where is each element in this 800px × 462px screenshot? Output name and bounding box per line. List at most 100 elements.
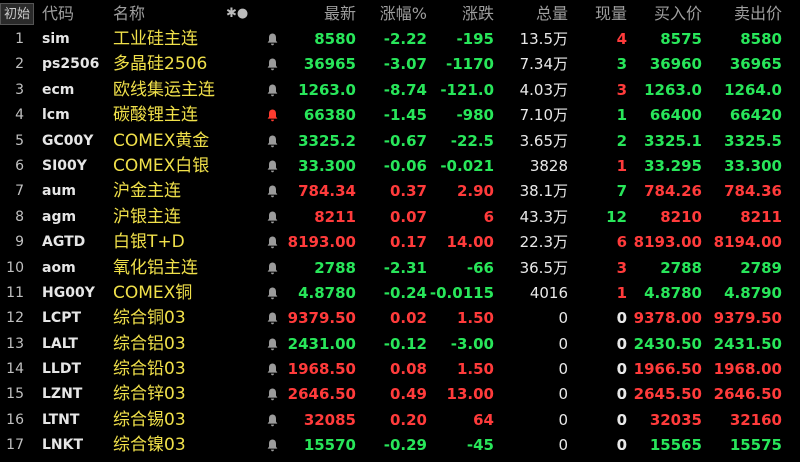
bell-icon[interactable] <box>264 154 280 179</box>
bell-icon[interactable] <box>264 103 280 128</box>
row-code: agm <box>42 208 77 225</box>
row-chg-pct: -2.22 <box>383 30 427 48</box>
row-ask: 784.36 <box>724 182 782 201</box>
row-bid: 15565 <box>649 436 702 455</box>
row-chg: -66 <box>466 258 494 277</box>
row-ask: 1968.00 <box>713 360 782 379</box>
row-name: COMEX铜 <box>113 282 193 303</box>
table-row[interactable]: 14 LLDT 综合铅03 1968.50 0.08 1.50 0 0 1966.50 1968.… <box>0 357 800 382</box>
quote-table: 1 sim 工业硅主连 8580 -2.22 -195 13.5万 4 8575 8580 2 ps2… <box>0 27 800 459</box>
table-row[interactable]: 10 aom 氧化铝主连 2788 -2.31 -66 36.5万 3 2788 2789 <box>0 256 800 281</box>
table-row[interactable]: 9 AGTD 白银T+D 8193.00 0.17 14.00 22.3万 6 8193.00 8… <box>0 230 800 255</box>
bell-icon[interactable] <box>264 129 280 154</box>
row-code: aum <box>42 183 77 200</box>
row-ask: 2789 <box>740 258 782 277</box>
row-index: 7 <box>15 183 24 200</box>
scrollbar[interactable] <box>786 27 800 462</box>
row-latest: 1968.50 <box>287 360 356 379</box>
bell-icon[interactable] <box>264 332 280 357</box>
bell-icon[interactable] <box>264 179 280 204</box>
bell-icon[interactable] <box>264 52 280 77</box>
bell-icon[interactable] <box>264 382 280 407</box>
row-bid: 2430.50 <box>633 334 702 353</box>
table-row[interactable]: 8 agm 沪银主连 8211 0.07 6 43.3万 12 8210 8211 <box>0 205 800 230</box>
row-code: AGTD <box>42 234 86 251</box>
table-row[interactable]: 13 LALT 综合铝03 2431.00 -0.12 -3.00 0 0 2430.50 243… <box>0 332 800 357</box>
row-volume: 0 <box>558 436 568 455</box>
row-chg: -22.5 <box>450 131 494 150</box>
row-chg: -3.00 <box>450 334 494 353</box>
table-row[interactable]: 3 ecm 欧线集运主连 1263.0 -8.74 -121.0 4.03万 3 1263.0 1… <box>0 78 800 103</box>
row-latest: 2788 <box>314 258 356 277</box>
settings-icon[interactable]: ✱● <box>226 6 249 21</box>
row-chg: -0.0115 <box>429 283 494 302</box>
row-now-volume: 3 <box>616 55 627 74</box>
row-ask: 4.8790 <box>724 283 782 302</box>
table-row[interactable]: 4 lcm 碳酸锂主连 66380 -1.45 -980 7.10万 1 66400 66420 <box>0 103 800 128</box>
row-bid: 33.295 <box>644 156 702 175</box>
row-chg-pct: -8.74 <box>383 80 427 99</box>
header-code[interactable]: 代码 <box>42 4 75 23</box>
row-chg-pct: 0.02 <box>389 309 427 328</box>
table-row[interactable]: 11 HG00Y COMEX铜 4.8780 -0.24 -0.0115 4016 1 4.87… <box>0 281 800 306</box>
header-latest[interactable]: 最新 <box>323 4 356 23</box>
header-chg[interactable]: 涨跌 <box>461 4 494 23</box>
bell-icon[interactable] <box>264 357 280 382</box>
bell-icon[interactable] <box>264 408 280 433</box>
table-row[interactable]: 15 LZNT 综合锌03 2646.50 0.49 13.00 0 0 2645.50 2646… <box>0 382 800 407</box>
header-volume[interactable]: 总量 <box>535 4 568 23</box>
bell-icon[interactable] <box>264 78 280 103</box>
row-ask: 2646.50 <box>713 385 782 404</box>
bell-icon[interactable] <box>264 256 280 281</box>
table-row[interactable]: 17 LNKT 综合镍03 15570 -0.29 -45 0 0 15565 15575 <box>0 433 800 458</box>
table-row[interactable]: 1 sim 工业硅主连 8580 -2.22 -195 13.5万 4 8575 8580 <box>0 27 800 52</box>
row-latest: 784.34 <box>298 182 356 201</box>
row-bid: 4.8780 <box>644 283 702 302</box>
row-code: GC00Y <box>42 132 94 149</box>
row-name: COMEX白银 <box>113 155 210 176</box>
header-name[interactable]: 名称 <box>113 4 146 23</box>
row-chg-pct: -0.12 <box>383 334 427 353</box>
bell-icon[interactable] <box>264 433 280 458</box>
row-volume: 22.3万 <box>519 233 568 252</box>
row-bid: 784.26 <box>644 182 702 201</box>
row-ask: 32160 <box>729 410 782 429</box>
bell-icon[interactable] <box>264 281 280 306</box>
header-now-volume[interactable]: 现量 <box>594 4 627 23</box>
header-ask[interactable]: 卖出价 <box>733 4 782 23</box>
row-ask: 66420 <box>729 106 782 125</box>
row-volume: 0 <box>558 360 568 379</box>
table-row[interactable]: 7 aum 沪金主连 784.34 0.37 2.90 38.1万 7 784.26 784.36 <box>0 179 800 204</box>
bell-icon[interactable] <box>264 230 280 255</box>
table-row[interactable]: 6 SI00Y COMEX白银 33.300 -0.06 -0.021 3828 1 33.29… <box>0 154 800 179</box>
row-chg: -980 <box>456 106 494 125</box>
table-row[interactable]: 16 LTNT 综合锡03 32085 0.20 64 0 0 32035 32160 <box>0 408 800 433</box>
bell-icon[interactable] <box>264 205 280 230</box>
row-name: 工业硅主连 <box>113 29 198 49</box>
row-code: LLDT <box>42 361 82 378</box>
row-now-volume: 0 <box>616 385 627 404</box>
reset-button[interactable]: 初始 <box>0 3 34 25</box>
table-row[interactable]: 2 ps2506 多晶硅2506 36965 -3.07 -1170 7.34万 3 36960… <box>0 52 800 77</box>
row-name: COMEX黄金 <box>113 130 210 151</box>
row-name: 综合锡03 <box>113 409 186 430</box>
table-row[interactable]: 12 LCPT 综合铜03 9379.50 0.02 1.50 0 0 9378.00 9379.… <box>0 306 800 331</box>
row-latest: 33.300 <box>298 156 356 175</box>
bell-icon[interactable] <box>264 27 280 52</box>
row-code: SI00Y <box>42 157 87 174</box>
row-name: 沪银主连 <box>113 206 181 227</box>
row-name: 碳酸锂主连 <box>113 105 198 126</box>
header-bid[interactable]: 买入价 <box>653 4 702 23</box>
row-index: 4 <box>15 107 24 124</box>
row-now-volume: 1 <box>616 156 627 175</box>
row-bid: 9378.00 <box>633 309 702 328</box>
header-chg-pct[interactable]: 涨幅% <box>379 4 427 23</box>
row-bid: 32035 <box>649 410 702 429</box>
row-ask: 1264.0 <box>724 80 782 99</box>
bell-icon[interactable] <box>264 306 280 331</box>
row-chg: 1.50 <box>456 360 494 379</box>
table-row[interactable]: 5 GC00Y COMEX黄金 3325.2 -0.67 -22.5 3.65万 2 3325.… <box>0 129 800 154</box>
row-volume: 3828 <box>529 156 568 175</box>
row-bid: 36960 <box>649 55 702 74</box>
